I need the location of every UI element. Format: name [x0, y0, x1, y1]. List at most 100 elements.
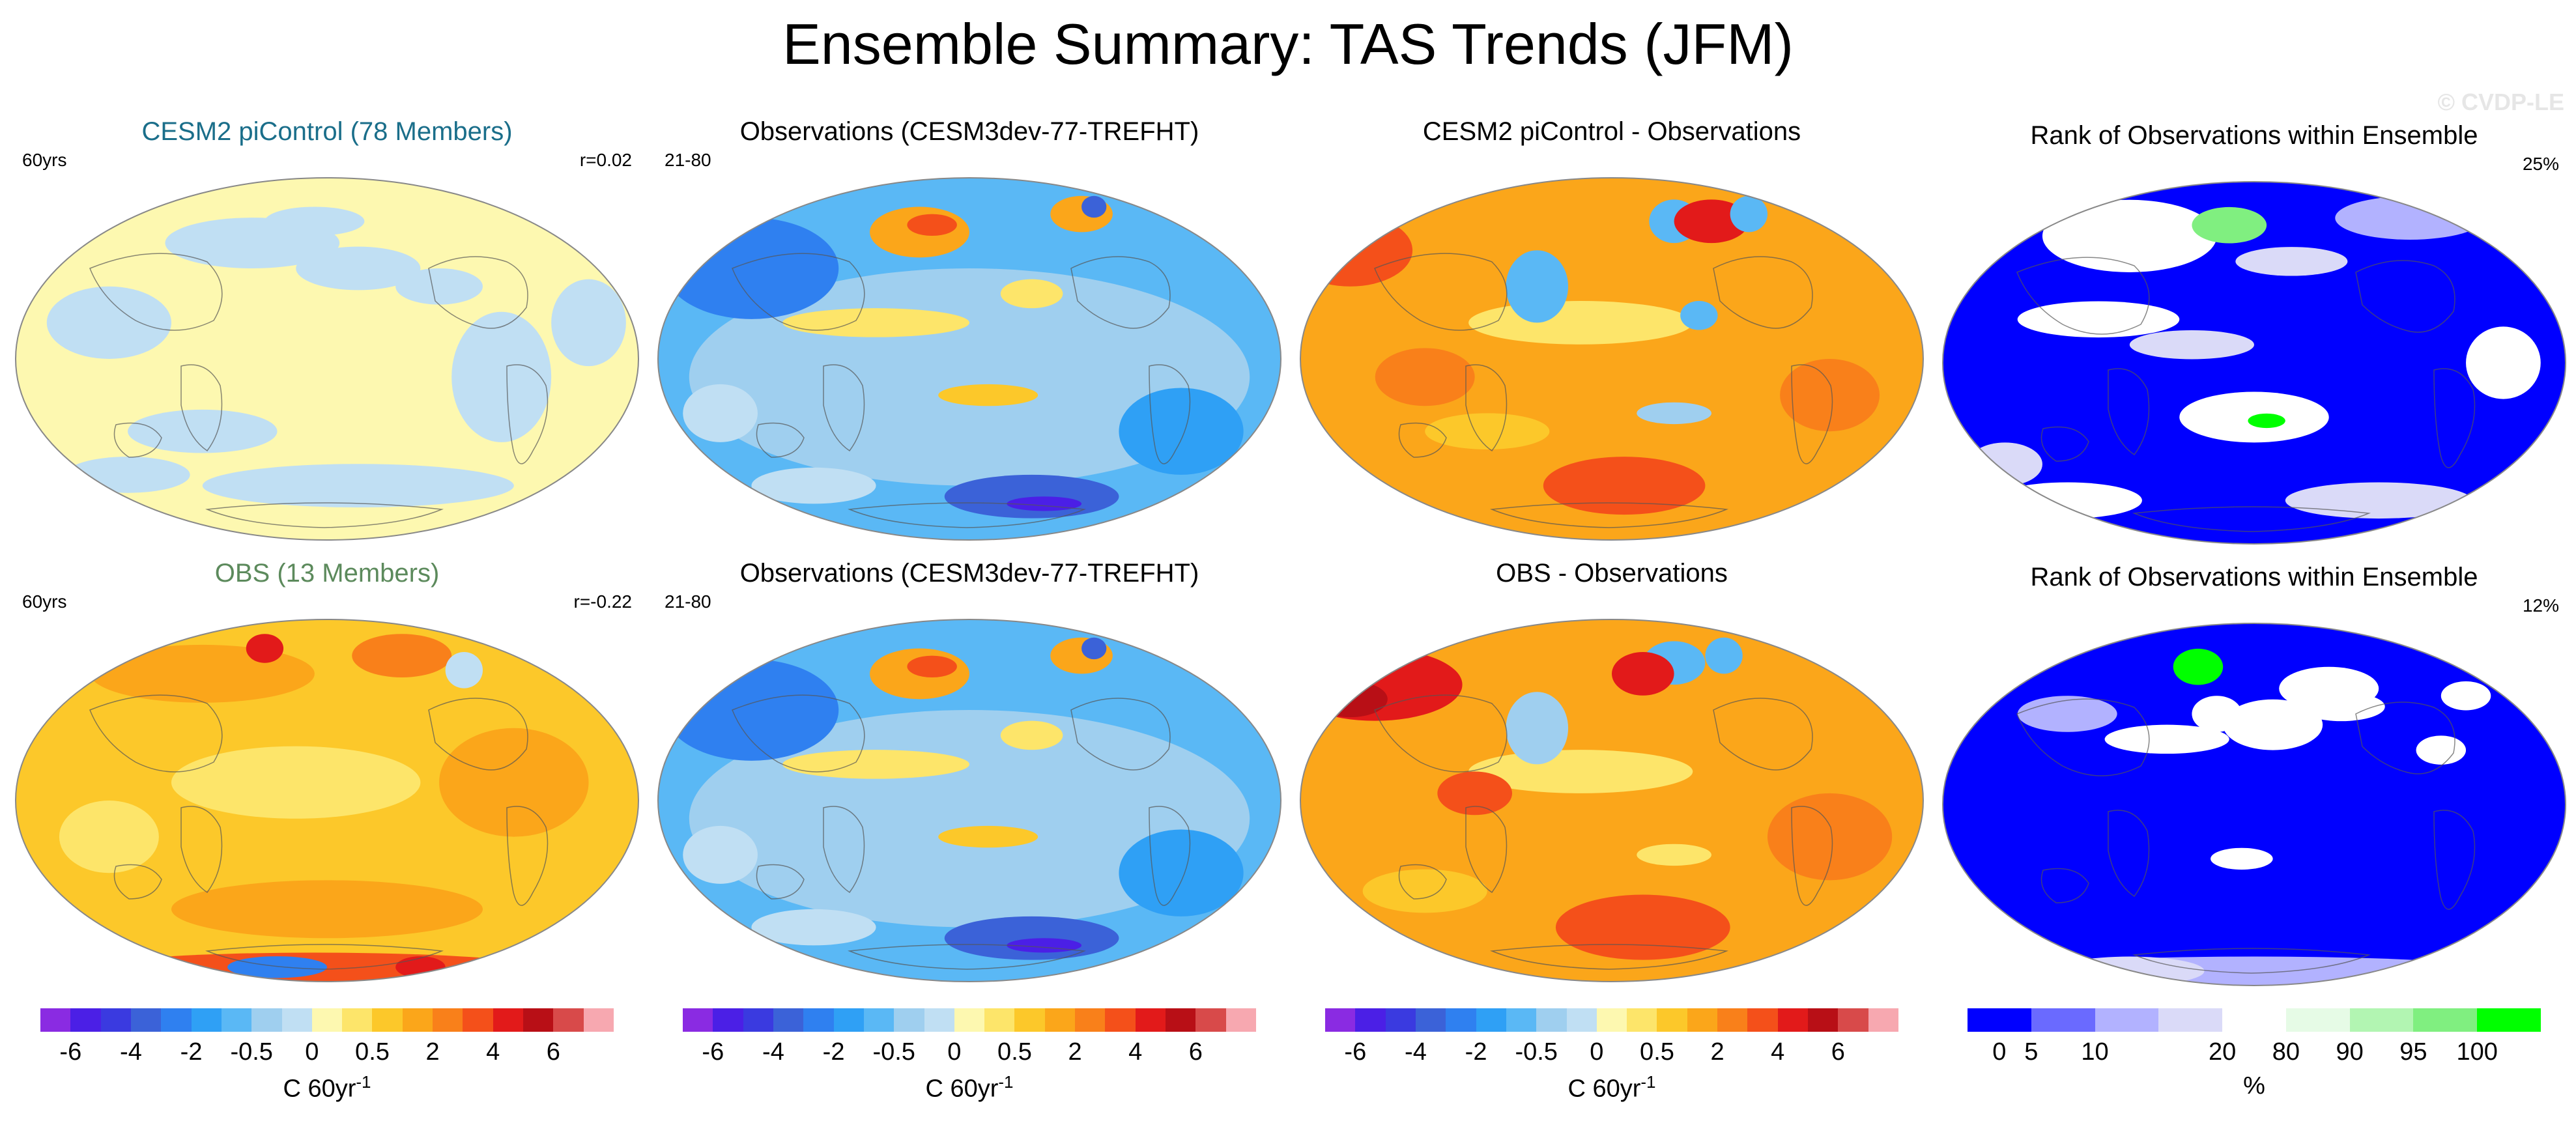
coastline	[756, 422, 805, 458]
anomaly-region	[664, 659, 839, 761]
colorbar-swatch	[1536, 1008, 1567, 1032]
anomaly-region	[246, 634, 284, 663]
coastline	[89, 694, 223, 773]
panel-title: OBS - Observations	[1496, 559, 1728, 588]
anomaly-region	[1612, 652, 1674, 696]
anomaly-region	[2192, 206, 2267, 244]
colorbar-tick-label: -4	[1405, 1038, 1427, 1066]
anomaly-region	[1730, 195, 1767, 233]
coastline	[756, 864, 805, 900]
colorbar-swatch	[1657, 1008, 1688, 1032]
anomaly-region	[751, 909, 876, 946]
colorbar-swatch	[1415, 1008, 1446, 1032]
map-border	[657, 177, 1281, 541]
anomaly-region	[1506, 250, 1569, 323]
rank-map	[1942, 623, 2566, 986]
map-border	[1300, 177, 1924, 541]
coastline	[2108, 368, 2150, 456]
colorbar-swatch	[1135, 1008, 1166, 1032]
trend-colorbar: -6 -4 -2 -0.5 0 0.5 2 4 6 C 60yr-1	[1325, 1008, 1899, 1113]
anomaly-region	[171, 880, 483, 939]
colorbar-tick-label: 6	[546, 1038, 560, 1066]
colorbar-tick-label: 2	[1068, 1038, 1082, 1066]
colorbar-tick-label: 20	[2208, 1038, 2237, 1066]
trend-map	[15, 177, 639, 541]
colorbar-tick-label: 5	[2024, 1038, 2039, 1066]
colorbar-tick-label: -0.5	[1515, 1038, 1558, 1066]
colorbar-swatch	[40, 1008, 71, 1032]
anomaly-region	[907, 655, 957, 677]
panel-title: Rank of Observations within Ensemble	[2030, 563, 2478, 591]
coastline	[180, 364, 223, 452]
colorbar-tick-label: -0.5	[230, 1038, 273, 1066]
map-border	[1300, 619, 1924, 982]
anomaly-region	[2335, 196, 2485, 240]
colorbar-tick-label: 6	[1831, 1038, 1845, 1066]
panel-title: CESM2 piControl - Observations	[1422, 117, 1801, 146]
colorbar-tick-label: 0	[947, 1038, 962, 1066]
anomaly-region	[395, 956, 446, 978]
colorbar-tick-label: 2	[1710, 1038, 1724, 1066]
colorbar-swatch	[130, 1008, 162, 1032]
coastline	[1465, 364, 1508, 452]
colorbar-swatch	[281, 1008, 313, 1032]
coastline	[1374, 694, 1508, 773]
panel-years-label: 60yrs	[22, 150, 67, 170]
anomaly-region	[1081, 637, 1107, 660]
coastline	[1491, 944, 1727, 970]
anomaly-region	[451, 311, 552, 442]
anomaly-region	[395, 268, 483, 305]
anomaly-region	[751, 467, 876, 504]
coastline	[2355, 260, 2455, 333]
colorbar-swatch	[2095, 1008, 2159, 1032]
colorbar-swatch	[683, 1008, 713, 1032]
colorbar-unit-label: %	[2243, 1072, 2265, 1100]
colorbar-swatch	[1225, 1008, 1257, 1032]
map-field	[1943, 182, 2566, 544]
coastline	[1149, 364, 1191, 464]
colorbar-tick-label: -4	[762, 1038, 784, 1066]
colorbar-swatch	[583, 1008, 614, 1032]
anomaly-region	[683, 384, 758, 442]
coastline	[1465, 806, 1508, 894]
coastline	[1491, 502, 1727, 528]
colorbar-tick-label: 0.5	[997, 1038, 1032, 1066]
anomaly-region	[938, 384, 1038, 406]
colorbar-tick-label: 4	[1771, 1038, 1785, 1066]
coastline	[207, 502, 442, 528]
anomaly-region	[59, 801, 159, 873]
colorbar-tick-label: -2	[822, 1038, 845, 1066]
colorbar-swatch	[342, 1008, 373, 1032]
colorbar-tick-label: -2	[180, 1038, 203, 1066]
colorbar-swatch	[70, 1008, 102, 1032]
anomaly-region	[2017, 301, 2180, 338]
anomaly-region	[2440, 681, 2491, 711]
colorbar-swatch	[311, 1008, 343, 1032]
colorbar-tick-label: 95	[2399, 1038, 2427, 1066]
colorbar-swatch	[2413, 1008, 2478, 1032]
colorbar-unit-label: C 60yr-1	[1567, 1072, 1656, 1103]
coastline	[2108, 810, 2150, 898]
anomaly-region	[1674, 199, 1749, 244]
coastline	[113, 864, 162, 900]
anomaly-region	[2192, 696, 2242, 732]
coastline	[180, 806, 223, 894]
panel-correlation-label: r=-0.22	[573, 591, 633, 612]
map-field	[658, 619, 1281, 982]
colorbar-swatch	[433, 1008, 463, 1032]
anomaly-region	[1637, 844, 1711, 866]
panel-difference: OBS - Observations	[1293, 558, 1931, 987]
anomaly-region	[2416, 735, 2467, 765]
colorbar-swatch	[954, 1008, 985, 1032]
anomaly-region	[2285, 482, 2472, 519]
anomaly-region	[2005, 956, 2504, 986]
coastline	[2433, 810, 2476, 910]
colorbar-tick-label: 6	[1188, 1038, 1203, 1066]
colorbar-swatch	[191, 1008, 222, 1032]
colorbar-swatch	[773, 1008, 804, 1032]
coastline	[2355, 702, 2455, 774]
anomaly-region	[445, 652, 483, 688]
anomaly-region	[2211, 847, 2273, 870]
colorbar-swatch	[803, 1008, 835, 1032]
colorbar-swatch	[713, 1008, 744, 1032]
